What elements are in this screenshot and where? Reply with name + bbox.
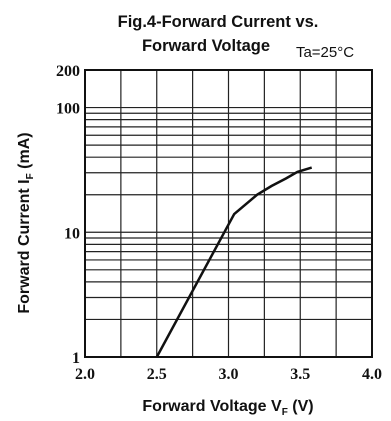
x-axis-label: Forward Voltage VF (V): [142, 398, 313, 418]
series-line: [155, 166, 313, 358]
y-tick-label: 1: [72, 350, 80, 367]
tick-labels: 2.0 2.5 3.0 3.5 4.0 1 10 100 200: [56, 63, 382, 383]
x-tick-label: 2.0: [75, 366, 95, 383]
x-axis-label-main: Forward Voltage V: [142, 398, 282, 415]
y-axis-label: Forward Current IF (mA): [16, 132, 36, 313]
x-tick-label: 3.5: [290, 366, 310, 383]
chart-title-line1: Fig.4-Forward Current vs.: [118, 13, 319, 31]
grid: [85, 70, 372, 357]
x-tick-label: 3.0: [219, 366, 239, 383]
y-tick-label: 10: [64, 225, 80, 242]
x-axis-label-subscript: F: [282, 407, 288, 418]
y-axis-label-unit: (mA): [16, 132, 33, 173]
y-tick-label: 100: [56, 101, 80, 118]
chart-title-line2: Forward Voltage: [142, 37, 270, 55]
y-tick-label: 200: [56, 63, 80, 80]
chart-condition: Ta=25°C: [296, 44, 354, 61]
x-tick-label: 2.5: [147, 366, 167, 383]
x-axis-label-unit: (V): [288, 398, 314, 415]
y-axis-label-main: Forward Current I: [16, 179, 33, 313]
x-tick-label: 4.0: [362, 366, 382, 383]
y-axis-label-subscript: F: [25, 173, 36, 179]
plot-frame: [84, 69, 373, 358]
